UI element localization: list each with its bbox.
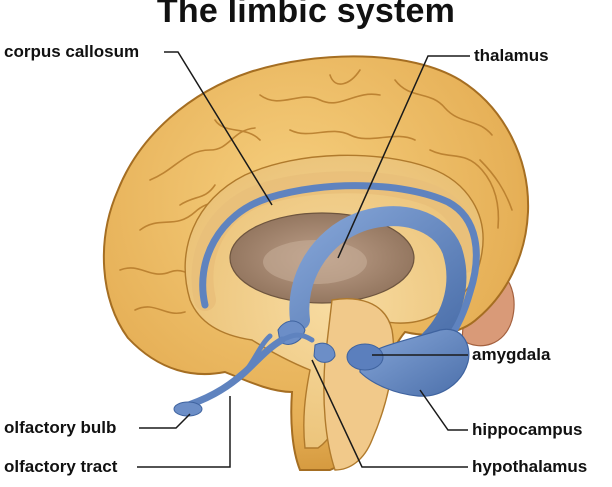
leader-thalamus — [337, 55, 470, 259]
leader-corpus-callosum — [164, 51, 273, 206]
leader-lines — [137, 51, 470, 468]
leader-hippocampus — [419, 389, 468, 431]
label-hypothalamus: hypothalamus — [472, 457, 588, 476]
limbic-structures — [173, 182, 480, 417]
leader-olfactory-bulb — [139, 413, 191, 429]
diagram-title: The limbic system — [156, 0, 456, 30]
label-corpus-callosum: corpus callosum — [4, 42, 140, 61]
leader-hypothalamus — [311, 359, 468, 468]
leader-olfactory-tract — [137, 396, 231, 468]
label-olfactory-tract: olfactory tract — [4, 457, 118, 476]
label-hippocampus: hippocampus — [472, 420, 583, 439]
label-olfactory-bulb: olfactory bulb — [4, 418, 117, 437]
label-thalamus: thalamus — [474, 46, 549, 65]
corpus-callosum-shape — [191, 171, 479, 311]
brainstem-shape — [323, 298, 395, 471]
label-amygdala: amygdala — [472, 345, 551, 364]
